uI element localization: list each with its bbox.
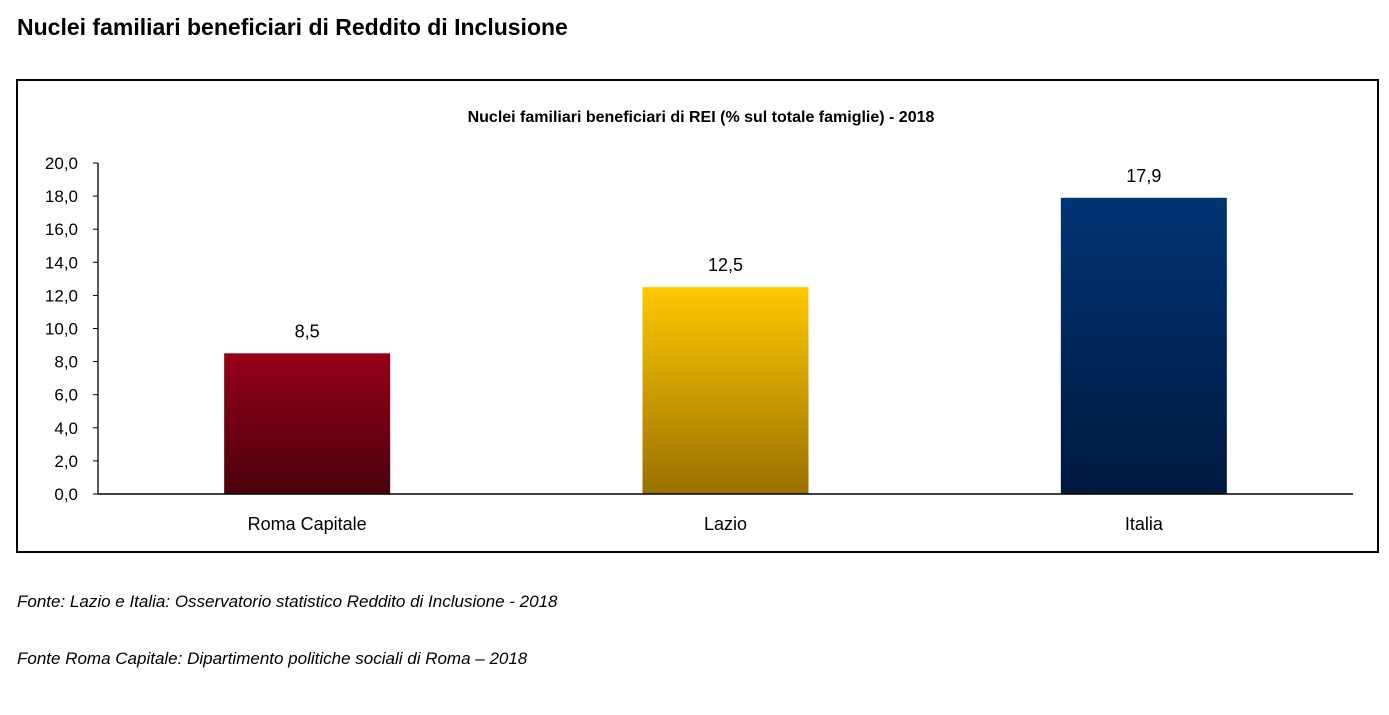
x-axis: Roma Capitale Lazio Italia	[98, 493, 1353, 534]
source-note-roma-capitale: Fonte Roma Capitale: Dipartimento politi…	[17, 649, 528, 668]
x-tick-label: Roma Capitale	[248, 514, 367, 534]
y-tick-label: 0,0	[54, 485, 78, 504]
y-tick-label: 20,0	[45, 154, 78, 173]
bars: 8,5 12,5 17,9	[224, 166, 1227, 494]
data-label: 8,5	[295, 321, 320, 341]
y-tick-label: 10,0	[45, 320, 78, 339]
y-axis: 0,0 2,0 4,0 6,0 8,0 10,0 12,0 14,0 16,0 18,0 20,0	[45, 154, 99, 504]
y-tick-label: 6,0	[54, 386, 78, 405]
data-label: 17,9	[1126, 166, 1161, 186]
y-tick-label: 2,0	[54, 452, 78, 471]
y-tick-label: 4,0	[54, 419, 78, 438]
source-note-lazio-italia: Fonte: Lazio e Italia: Osservatorio stat…	[17, 592, 558, 611]
chart-frame: Nuclei familiari beneficiari di REI (% s…	[16, 79, 1379, 553]
y-tick-label: 8,0	[54, 353, 78, 372]
data-label: 12,5	[708, 255, 743, 275]
bar-lazio	[642, 287, 809, 494]
page-title: Nuclei familiari beneficiari di Reddito …	[17, 14, 568, 40]
y-tick-label: 12,0	[45, 286, 78, 305]
bar-italia	[1060, 197, 1227, 494]
bar-chart: Nuclei familiari beneficiari di REI (% s…	[45, 109, 1353, 534]
y-tick-label: 16,0	[45, 220, 78, 239]
bar-roma-capitale	[224, 353, 391, 494]
x-tick-label: Lazio	[704, 514, 747, 534]
y-tick-label: 18,0	[45, 187, 78, 206]
chart-title: Nuclei familiari beneficiari di REI (% s…	[468, 109, 935, 126]
x-tick-label: Italia	[1125, 514, 1164, 534]
y-tick-label: 14,0	[45, 253, 78, 272]
